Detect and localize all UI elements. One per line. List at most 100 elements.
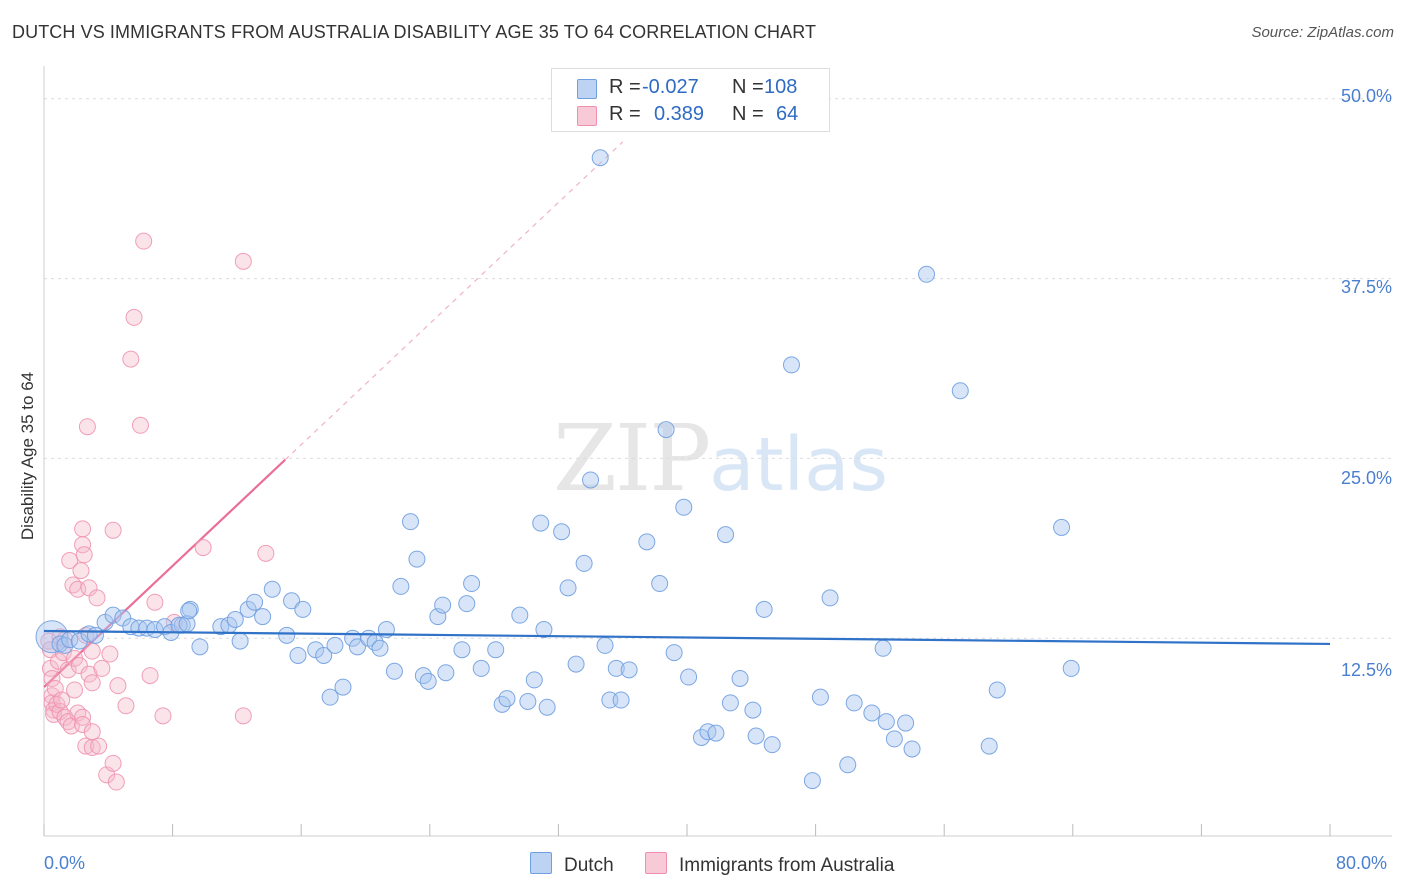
australia-point [74, 716, 92, 733]
bottom-legend-swatch-australia [645, 852, 667, 874]
dutch-point [146, 621, 164, 639]
legend-n-label: N = [732, 76, 764, 98]
dutch-point [596, 636, 614, 654]
dutch-point [863, 704, 881, 722]
dutch-point [437, 664, 455, 682]
dutch-point [371, 639, 389, 657]
y-tick-label: 37.5% [1340, 277, 1392, 297]
australia-point [125, 308, 143, 326]
dutch-point [638, 533, 656, 551]
dutch-point [845, 694, 863, 712]
australia-point [88, 589, 106, 607]
dutch-point [763, 736, 781, 754]
y-tick-label: 25.0% [1340, 468, 1392, 488]
dutch-point [874, 639, 892, 657]
dutch-point [567, 655, 585, 673]
australia-point [74, 708, 92, 726]
dutch-point [582, 471, 600, 489]
dutch-point [782, 356, 800, 374]
legend-n-value: 108 [764, 76, 798, 98]
dutch-point [180, 602, 198, 620]
bottom-legend-label-dutch: Dutch [564, 855, 614, 876]
dutch-point [553, 523, 571, 541]
dutch-point [731, 669, 749, 687]
dutch-point [254, 608, 272, 626]
legend-r-label: R = [609, 103, 641, 125]
australia-point [154, 707, 172, 725]
australia-point [234, 252, 252, 270]
dutch-point [239, 600, 257, 618]
dutch-point [747, 727, 765, 745]
dutch-point [532, 514, 550, 532]
dutch-point [246, 593, 264, 611]
dutch-point [385, 662, 403, 680]
dutch-point [226, 610, 244, 628]
dutch-point [591, 149, 609, 167]
australia-trend-extension [284, 141, 624, 461]
watermark-atlas: atlas [709, 422, 888, 508]
dutch-point [511, 606, 529, 624]
australia-point [66, 681, 84, 699]
dutch-point [559, 579, 577, 597]
dutch-point [80, 625, 98, 643]
australia-point [104, 521, 122, 539]
y-tick-label: 50.0% [1340, 86, 1392, 106]
chart-source: Source: ZipAtlas.com [1251, 24, 1394, 41]
australia-point [61, 552, 79, 570]
dutch-point [321, 688, 339, 706]
australia-point [101, 645, 119, 663]
australia-point [83, 674, 101, 692]
dutch-point [885, 730, 903, 748]
dutch-point [487, 641, 505, 659]
dutch-trend-line [43, 629, 1331, 646]
australia-point [122, 350, 140, 368]
chart-title: DUTCH VS IMMIGRANTS FROM AUSTRALIA DISAB… [12, 22, 817, 42]
dutch-point [821, 589, 839, 607]
australia-point [83, 642, 101, 660]
australia-point [93, 659, 111, 677]
dutch-point [334, 678, 352, 696]
australia-point [83, 723, 101, 741]
dutch-point [707, 724, 725, 742]
australia-trend [43, 141, 624, 688]
australia-point [117, 697, 135, 715]
legend-swatch-australia [577, 106, 597, 126]
australia-point [43, 669, 61, 687]
dutch-point [283, 592, 301, 610]
australia-point [141, 667, 159, 685]
dutch-point [70, 632, 88, 650]
australia-point [135, 232, 153, 250]
dutch-point [755, 600, 773, 618]
dutch-point [458, 595, 476, 613]
dutch-point [419, 672, 437, 690]
bottom-legend-australia: Immigrants from Australia [645, 852, 894, 877]
legend-r-label: R = [609, 76, 641, 98]
x-tick-label: 0.0% [44, 853, 86, 873]
dutch-point [278, 626, 296, 644]
x-tick-label: 80.0% [1336, 853, 1388, 873]
legend-r-value: 0.389 [654, 103, 705, 125]
dutch-point [839, 756, 857, 774]
bottom-legend-swatch-dutch [530, 852, 552, 874]
dutch-point [717, 526, 735, 544]
watermark: ZIPatlas [553, 405, 888, 512]
y-tick-label: 12.5% [1340, 660, 1392, 680]
dutch-point [1053, 518, 1071, 536]
dutch-point [289, 646, 307, 664]
australia-point [72, 562, 90, 580]
australia-point [53, 691, 71, 709]
dutch-point [326, 636, 344, 654]
dutch-point [803, 772, 821, 790]
dutch-point [575, 554, 593, 572]
bottom-legend-dutch: Dutch [530, 852, 614, 877]
australia-point [78, 418, 96, 436]
australia-point [104, 754, 122, 772]
dutch-point [348, 638, 366, 656]
australia-point [109, 677, 127, 695]
dutch-point [612, 691, 630, 709]
australia-point [77, 737, 95, 755]
dutch-trend [43, 629, 1331, 646]
bottom-legend-label-australia: Immigrants from Australia [679, 855, 895, 876]
legend-n-label: N = [732, 103, 764, 125]
